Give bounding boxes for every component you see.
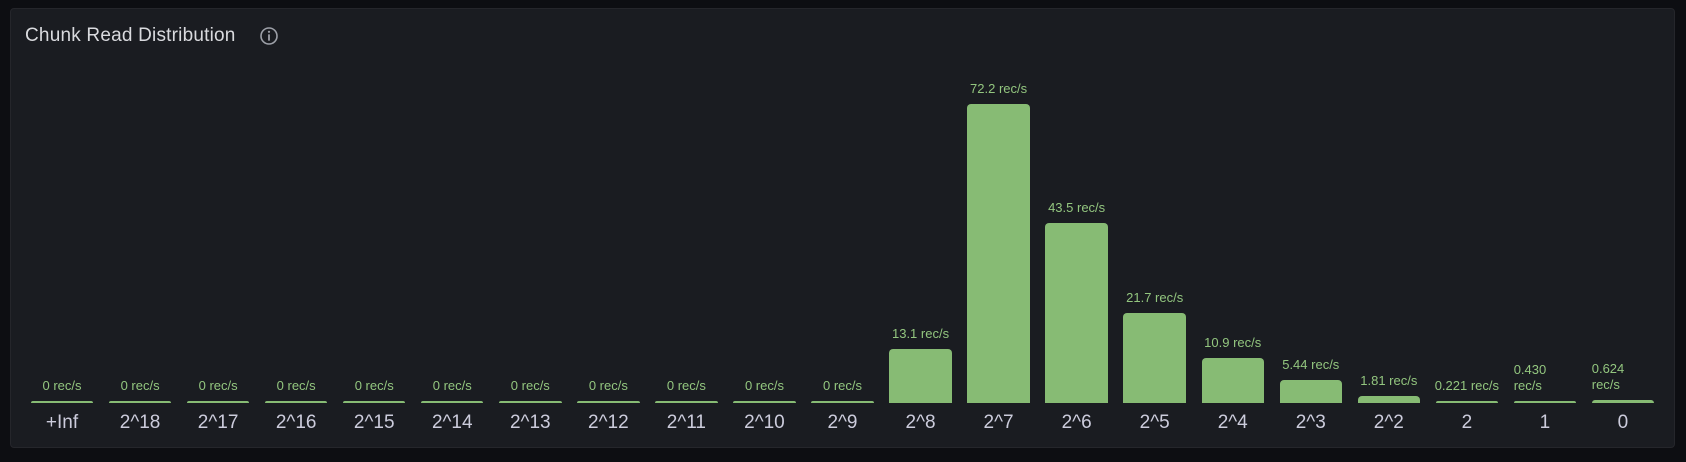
x-tick-label: 2 (1461, 412, 1473, 433)
x-tick-label: +Inf (45, 412, 79, 433)
bar-value-label: 0 rec/s (822, 377, 862, 393)
x-tick-label: 2^6 (1061, 412, 1092, 433)
bar-value-label: 0 rec/s (666, 377, 706, 393)
bar-slot: 0 rec/s (803, 67, 881, 403)
bar (655, 401, 718, 403)
bar-value-label: 0 rec/s (198, 377, 238, 393)
bar-slot: 0 rec/s (491, 67, 569, 403)
x-tick-label: 2^9 (827, 412, 858, 433)
bar-value-label: 0.624 rec/s (1591, 360, 1625, 392)
x-tick-label: 2^3 (1295, 412, 1326, 433)
x-tick-label: 2^17 (197, 412, 239, 433)
x-tick-label: 2^13 (509, 412, 551, 433)
bar (1123, 313, 1186, 403)
bar-value-label: 0 rec/s (42, 377, 82, 393)
bar-value-label: 0 rec/s (510, 377, 550, 393)
bar-slot: 72.2 rec/s (960, 67, 1038, 403)
bar (889, 349, 952, 403)
bar-value-label: 5.44 rec/s (1282, 356, 1340, 372)
bar-value-label: 10.9 rec/s (1204, 334, 1262, 350)
bar (30, 401, 94, 403)
bar (264, 401, 328, 403)
info-circle-icon[interactable] (259, 26, 279, 46)
x-tick-label: 2^11 (666, 412, 706, 433)
bar-slot: 0 rec/s (335, 67, 413, 403)
x-tick-label: 2^12 (588, 412, 629, 433)
bar-slot: 0 rec/s (647, 67, 725, 403)
bar-slot: 0 rec/s (23, 67, 101, 403)
x-tick-label: 2^2 (1373, 412, 1404, 433)
bar-value-label: 0 rec/s (276, 377, 316, 393)
bar (1279, 380, 1342, 403)
bar-value-label: 72.2 rec/s (970, 80, 1028, 96)
bar (342, 401, 406, 403)
bar (811, 401, 874, 403)
bar-slot: 10.9 rec/s (1194, 67, 1272, 403)
bar (1201, 358, 1264, 403)
bar-value-label: 0 rec/s (588, 377, 628, 393)
bar (733, 401, 796, 403)
bar-value-label: 0.221 rec/s (1434, 377, 1500, 393)
bar-slot: 0 rec/s (101, 67, 179, 403)
x-tick-label: 1 (1539, 412, 1551, 433)
bar-value-label: 0 rec/s (354, 377, 394, 393)
bar-slot: 0 rec/s (569, 67, 647, 403)
bar (499, 401, 562, 403)
bar (1045, 223, 1108, 403)
bar-slot: 13.1 rec/s (882, 67, 960, 403)
bar (186, 401, 250, 403)
bar (108, 401, 172, 403)
x-tick-label: 0 (1617, 412, 1629, 433)
bar-value-label: 0 rec/s (432, 377, 472, 393)
x-tick-label: 2^10 (744, 412, 785, 433)
bar-value-label: 0 rec/s (120, 377, 160, 393)
bar-slot: 0.624 rec/s (1584, 67, 1662, 403)
bar-value-label: 1.81 rec/s (1360, 372, 1418, 388)
x-tick-label: 2^14 (431, 412, 473, 433)
bar-value-label: 13.1 rec/s (891, 325, 950, 341)
bar-slot: 0 rec/s (179, 67, 257, 403)
bar (967, 104, 1030, 403)
bar-slot: 0 rec/s (413, 67, 491, 403)
x-tick-label: 2^15 (353, 412, 395, 433)
x-tick-label: 2^8 (905, 412, 936, 433)
x-tick-label: 2^4 (1217, 412, 1248, 433)
bars-area: 0 rec/s 0 rec/s 0 rec/s 0 rec/s 0 rec/s 0 rec… (23, 67, 1662, 403)
panel-header: Chunk Read Distribution (25, 21, 1660, 51)
bar-slot: 21.7 rec/s (1116, 67, 1194, 403)
bar-value-label: 0 rec/s (744, 377, 784, 393)
panel-title[interactable]: Chunk Read Distribution (25, 25, 236, 46)
bar-slot: 5.44 rec/s (1272, 67, 1350, 403)
bar-slot: 0.221 rec/s (1428, 67, 1506, 403)
bar-chart: 0 rec/s 0 rec/s 0 rec/s 0 rec/s 0 rec/s 0 rec… (23, 67, 1662, 437)
bar-value-label: 21.7 rec/s (1126, 289, 1184, 305)
bar (1513, 401, 1577, 403)
bar (421, 401, 484, 403)
bar-slot: 0.430 rec/s (1506, 67, 1584, 403)
bar-slot: 0 rec/s (257, 67, 335, 403)
x-tick-label: 2^7 (983, 412, 1014, 433)
bar-slot: 0 rec/s (725, 67, 803, 403)
bar-value-label: 0.430 rec/s (1513, 361, 1547, 393)
bar (577, 401, 640, 403)
x-tick-label: 2^5 (1139, 412, 1170, 433)
chunk-read-distribution-panel: Chunk Read Distribution 0 rec/s 0 rec/s 0 … (10, 8, 1675, 448)
x-axis: +Inf 2^18 2^17 2^16 2^15 2^14 2^13 2^12 2^11 2^10… (23, 409, 1662, 437)
x-tick-label: 2^16 (275, 412, 317, 433)
bar-value-label: 43.5 rec/s (1048, 199, 1106, 215)
x-tick-label: 2^18 (119, 412, 161, 433)
bar (1357, 396, 1421, 403)
bar-slot: 43.5 rec/s (1038, 67, 1116, 403)
bar (1591, 400, 1655, 403)
bar-slot: 1.81 rec/s (1350, 67, 1428, 403)
bar (1435, 401, 1499, 403)
